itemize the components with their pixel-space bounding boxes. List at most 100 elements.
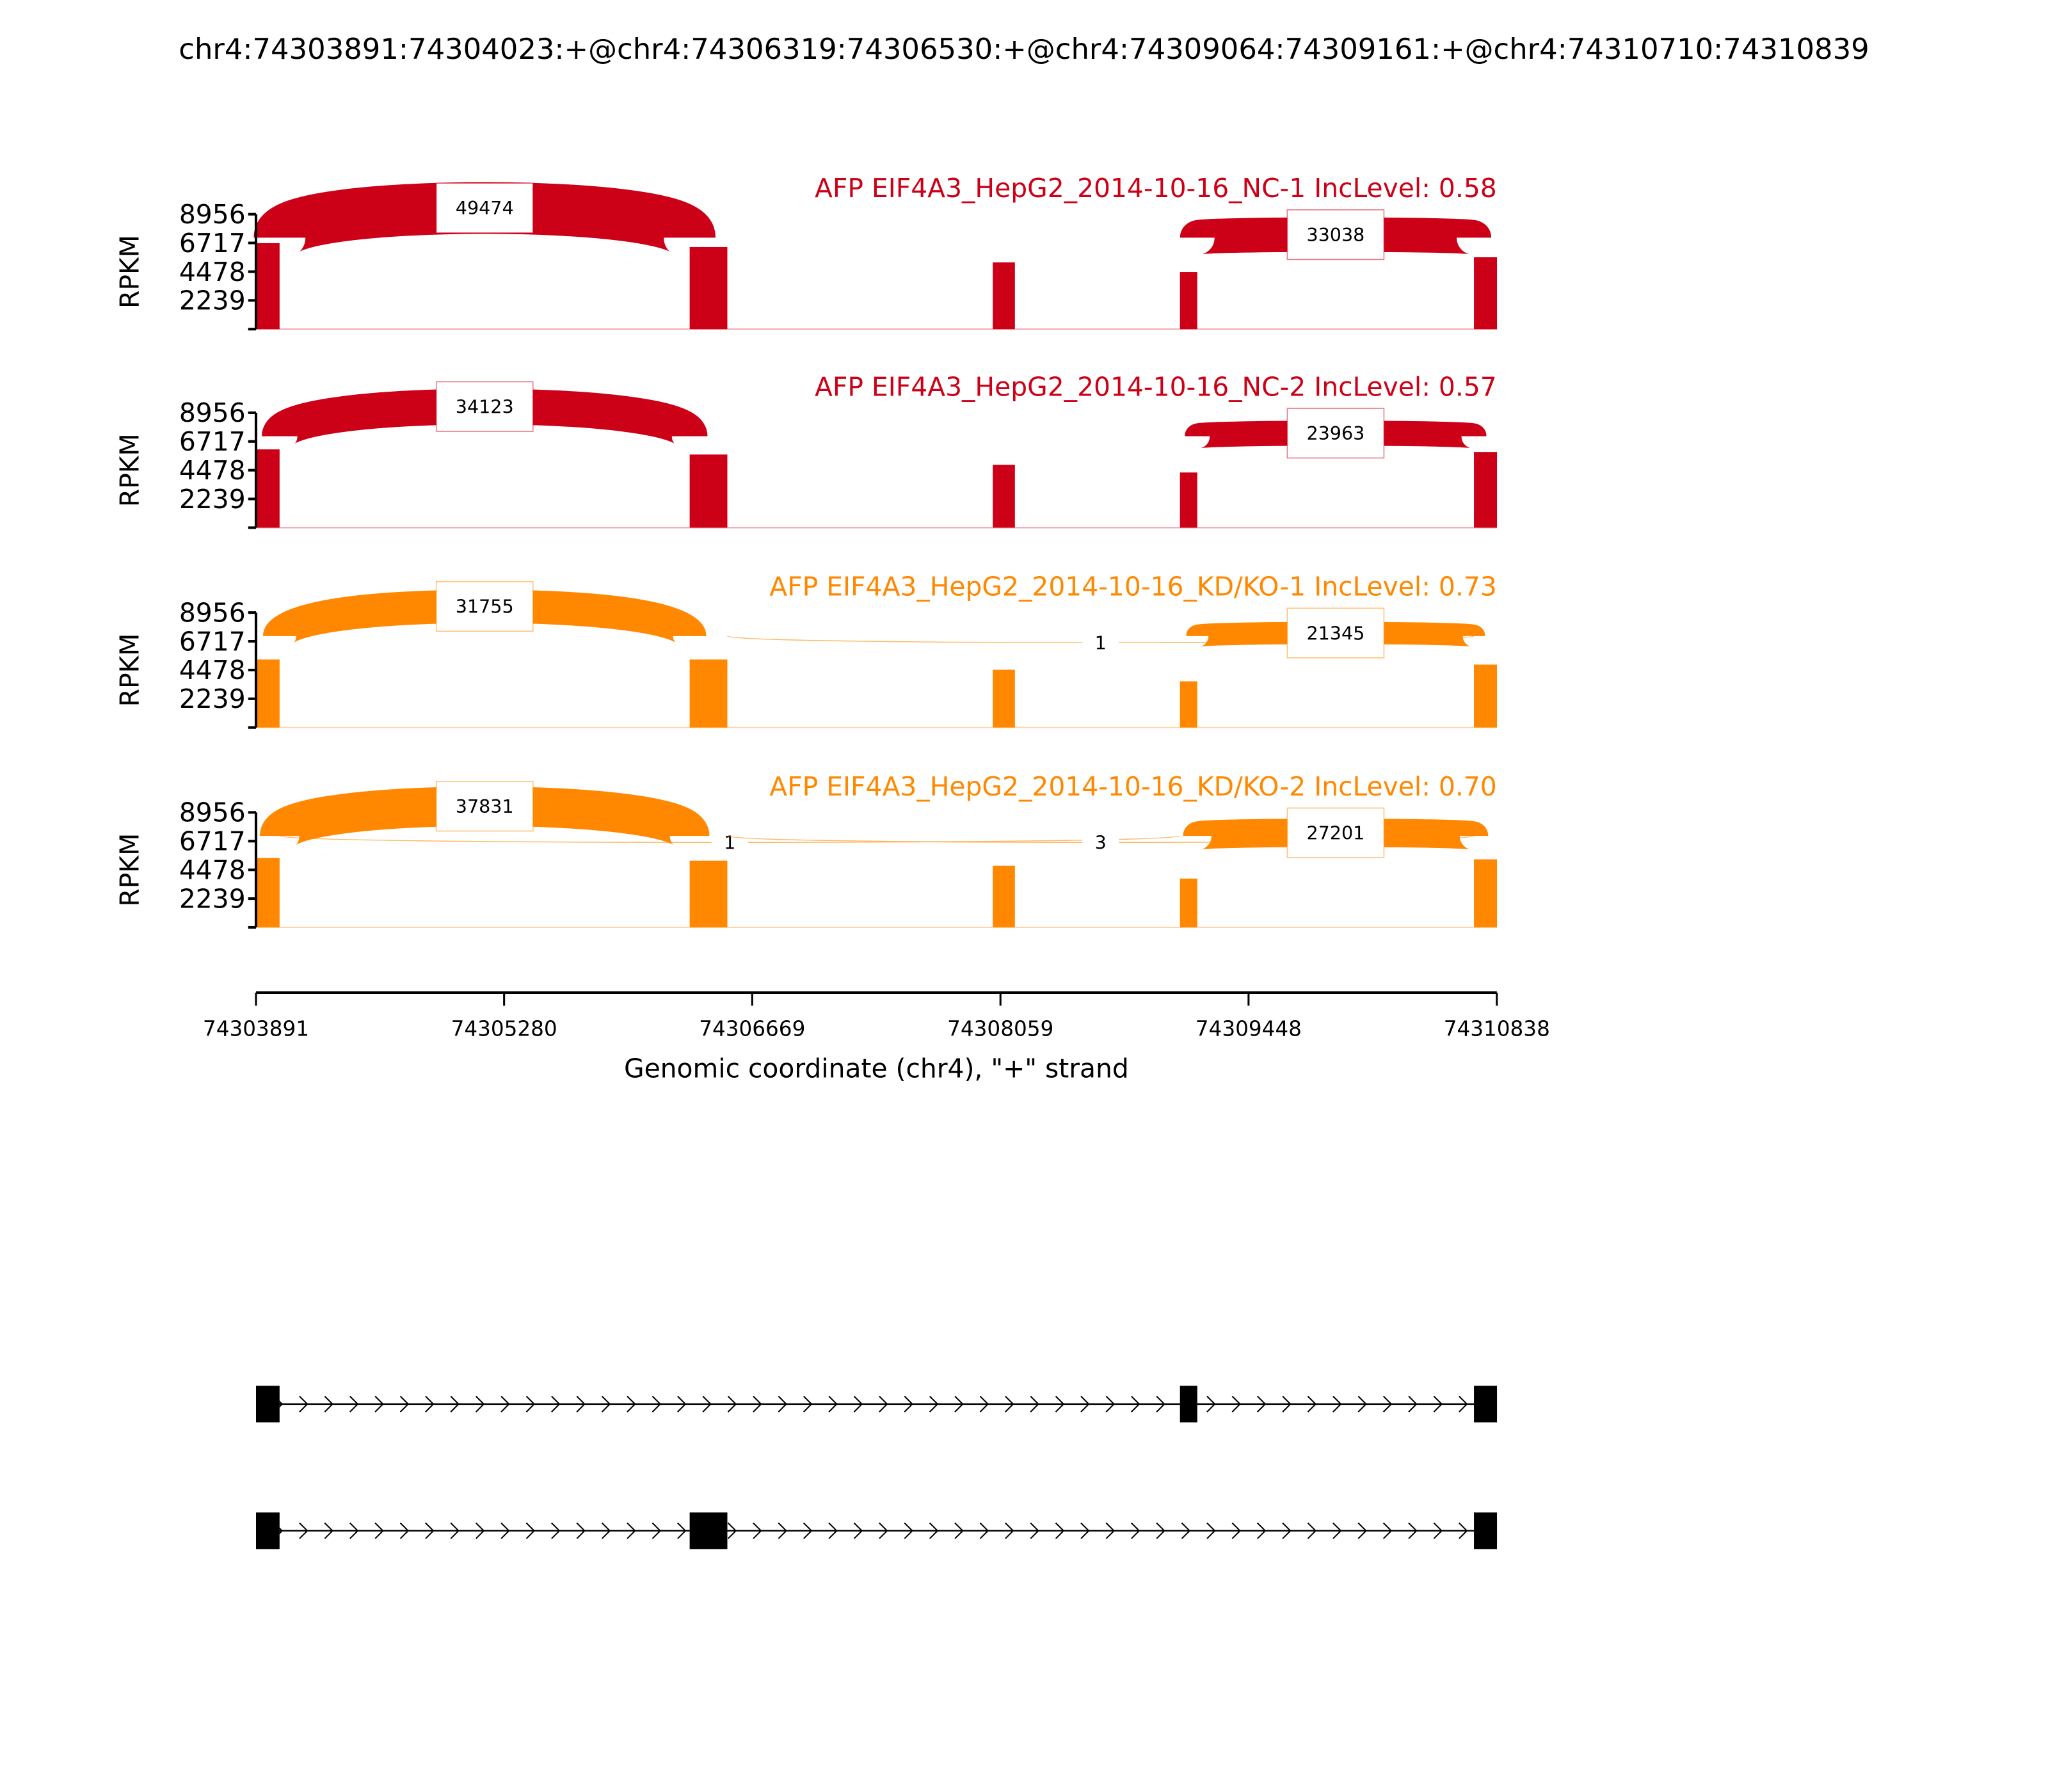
strand-arrow-icon xyxy=(1105,1395,1116,1412)
junction-count: 23963 xyxy=(1306,422,1364,444)
coverage-bar xyxy=(689,860,728,927)
strand-arrow-icon xyxy=(1131,1522,1140,1539)
x-tick-label: 74310838 xyxy=(1444,1016,1550,1041)
strand-arrow-icon xyxy=(1408,1522,1418,1539)
y-tick-label: 4478 xyxy=(179,655,246,685)
strand-arrow-icon xyxy=(727,1522,737,1539)
strand-arrow-icon xyxy=(1433,1522,1443,1539)
strand-arrow-icon xyxy=(601,1395,611,1412)
y-tick-label: 4478 xyxy=(179,854,246,885)
strand-arrow-icon xyxy=(1459,1522,1468,1539)
junction-count: 3 xyxy=(1095,832,1107,854)
coverage-bar xyxy=(993,465,1015,528)
junction-count: 1 xyxy=(724,832,735,854)
junction-count: 1 xyxy=(1095,632,1107,653)
strand-arrow-icon xyxy=(1231,1522,1241,1539)
x-axis: 74303891 74305280 74306669 74308059 74309448… xyxy=(203,991,1550,1041)
strand-arrow-icon xyxy=(879,1395,888,1412)
strand-arrow-icon xyxy=(324,1395,334,1412)
junction-label-box xyxy=(1286,209,1385,260)
strand-arrow-icon xyxy=(904,1522,913,1539)
panel-title: AFP EIF4A3_HepG2_2014-10-16_NC-2 IncLeve… xyxy=(815,371,1497,402)
strand-arrow-icon xyxy=(1206,1522,1216,1539)
strand-arrow-icon xyxy=(349,1395,359,1412)
junction-label-box xyxy=(1082,828,1119,857)
strand-arrow-icon xyxy=(1156,1522,1165,1539)
strand-arrow-icon xyxy=(1005,1395,1014,1412)
junction-label-box xyxy=(711,828,748,857)
strand-arrow-icon xyxy=(1131,1395,1140,1412)
strand-arrow-icon xyxy=(1307,1522,1317,1539)
strand-arrow-icon xyxy=(299,1522,308,1539)
strand-arrow-icon xyxy=(374,1395,384,1412)
strand-arrow-icon xyxy=(803,1522,813,1539)
strand-arrow-icon xyxy=(299,1395,308,1412)
y-tick-label: 8956 xyxy=(179,597,246,628)
y-tick-label: 2239 xyxy=(179,883,246,914)
strand-arrow-icon xyxy=(1055,1522,1065,1539)
strand-arrow-icon xyxy=(576,1522,586,1539)
strand-arrow-icon xyxy=(979,1522,989,1539)
coverage-bar xyxy=(1474,452,1498,528)
coverage-bar xyxy=(1474,664,1498,728)
strand-arrow-icon xyxy=(1256,1395,1267,1412)
coverage-bar xyxy=(993,669,1015,728)
exon-block xyxy=(689,1512,728,1549)
x-axis-label: Genomic coordinate (chr4), "+" strand xyxy=(624,1053,1129,1084)
y-tick-label: 6717 xyxy=(179,228,246,259)
x-tick-label: 74305280 xyxy=(451,1016,557,1041)
coverage-bar xyxy=(1180,878,1197,927)
strand-arrow-icon xyxy=(652,1522,662,1539)
strand-arrow-icon xyxy=(627,1395,636,1412)
junction-label-box xyxy=(435,381,534,432)
strand-arrow-icon xyxy=(525,1395,536,1412)
strand-arrow-icon xyxy=(1282,1522,1292,1539)
x-tick-label: 74309448 xyxy=(1196,1016,1302,1041)
junction-label-box xyxy=(1286,807,1385,858)
strand-arrow-icon xyxy=(677,1395,687,1412)
strand-arrow-icon xyxy=(601,1522,611,1539)
coverage-bar xyxy=(256,858,280,927)
strand-arrow-icon xyxy=(500,1395,510,1412)
strand-arrow-icon xyxy=(1080,1395,1090,1412)
strand-arrow-icon xyxy=(954,1522,964,1539)
y-tick-label: 8956 xyxy=(179,797,246,828)
junction-label-box xyxy=(1082,628,1119,657)
strand-arrow-icon xyxy=(853,1395,863,1412)
strand-arrow-icon xyxy=(1282,1395,1292,1412)
coverage-bar xyxy=(1474,257,1498,330)
panel-title: AFP EIF4A3_HepG2_2014-10-16_KD/KO-2 IncL… xyxy=(769,771,1496,802)
strand-arrow-icon xyxy=(929,1395,939,1412)
panel-1: 49474 33038 AFP EIF4A3_HepG2_2014-10-16_NC… xyxy=(114,173,1498,331)
strand-arrow-icon xyxy=(525,1522,536,1539)
strand-arrow-icon xyxy=(929,1522,939,1539)
y-tick-label: 8956 xyxy=(179,199,246,230)
strand-arrow-icon xyxy=(1181,1522,1191,1539)
strand-arrow-icon xyxy=(828,1522,838,1539)
y-tick-label: 8956 xyxy=(179,397,246,428)
strand-arrow-icon xyxy=(1005,1522,1014,1539)
strand-arrow-icon xyxy=(399,1522,410,1539)
transcript-1 xyxy=(256,1386,1498,1423)
y-tick-label: 6717 xyxy=(179,826,246,857)
exon-block xyxy=(1474,1386,1498,1423)
junction-count: 21345 xyxy=(1306,622,1364,644)
y-axis-label: RPKM xyxy=(114,633,145,707)
strand-arrow-icon xyxy=(1206,1395,1216,1412)
strand-arrow-icon xyxy=(1382,1522,1393,1539)
x-tick-label: 74306669 xyxy=(699,1016,805,1041)
coverage-bar xyxy=(256,449,280,528)
strand-arrow-icon xyxy=(1256,1522,1267,1539)
coverage-bar xyxy=(1180,272,1197,330)
strand-arrow-icon xyxy=(551,1522,561,1539)
strand-arrow-icon xyxy=(1105,1522,1116,1539)
junction-count: 49474 xyxy=(456,197,514,219)
exon-block xyxy=(256,1512,280,1549)
y-tick-label: 2239 xyxy=(179,684,246,714)
strand-arrow-icon xyxy=(879,1522,888,1539)
strand-arrow-icon xyxy=(1332,1395,1342,1412)
strand-arrow-icon xyxy=(1307,1395,1317,1412)
y-axis-label: RPKM xyxy=(114,235,145,308)
strand-arrow-icon xyxy=(1055,1395,1065,1412)
y-axis-label: RPKM xyxy=(114,433,145,507)
